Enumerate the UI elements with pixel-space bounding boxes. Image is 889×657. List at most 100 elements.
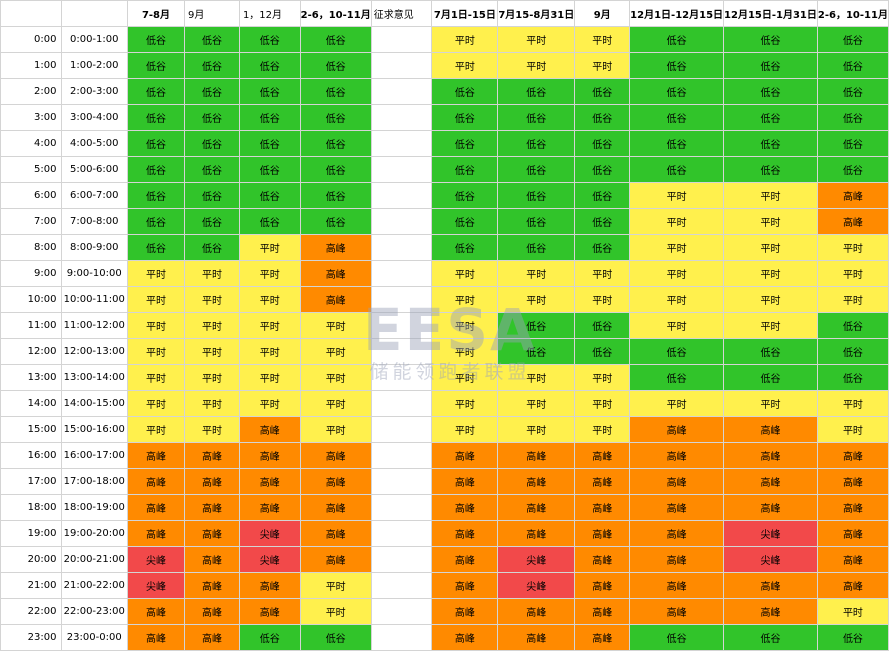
hour-cell: 17:00 <box>0 468 62 495</box>
period-cell-flat: 平时 <box>723 182 818 209</box>
separator-cell <box>370 624 433 651</box>
table-row: 18:00 18:00-19:00 高峰 高峰 高峰 高峰 高峰 高峰 高峰 高峰 高峰 高峰 <box>0 494 889 521</box>
period-cell-high: 高峰 <box>816 468 889 495</box>
period-cell-flat: 平时 <box>497 26 576 53</box>
column-header: 征求意见 <box>370 0 433 27</box>
period-cell-flat: 平时 <box>238 260 301 287</box>
hour-cell: 23:00 <box>0 624 62 651</box>
period-cell-low: 低谷 <box>497 78 576 105</box>
period-cell-high: 高峰 <box>184 624 240 651</box>
time-range-cell: 15:00-16:00 <box>60 416 128 443</box>
hour-cell: 15:00 <box>0 416 62 443</box>
period-cell-flat: 平时 <box>184 416 240 443</box>
hour-cell: 16:00 <box>0 442 62 469</box>
period-cell-low: 低谷 <box>629 338 725 365</box>
period-cell-low: 低谷 <box>299 130 372 157</box>
period-cell-peak: 尖峰 <box>238 546 301 573</box>
period-cell-low: 低谷 <box>431 78 499 105</box>
time-range-cell: 3:00-4:00 <box>60 104 128 131</box>
table-row: 5:00 5:00-6:00 低谷 低谷 低谷 低谷 低谷 低谷 低谷 低谷 低谷 低谷 <box>0 156 889 183</box>
period-cell-high: 高峰 <box>184 520 240 547</box>
period-cell-peak: 尖峰 <box>238 520 301 547</box>
period-cell-high: 高峰 <box>723 442 818 469</box>
period-cell-low: 低谷 <box>497 338 576 365</box>
period-cell-high: 高峰 <box>629 442 725 469</box>
period-cell-flat: 平时 <box>816 234 889 261</box>
period-cell-low: 低谷 <box>238 104 301 131</box>
table-row: 7:00 7:00-8:00 低谷 低谷 低谷 低谷 低谷 低谷 低谷 平时 平时 高峰 <box>0 208 889 235</box>
period-cell-low: 低谷 <box>574 78 631 105</box>
hour-cell: 4:00 <box>0 130 62 157</box>
period-cell-flat: 平时 <box>299 572 372 599</box>
period-cell-low: 低谷 <box>299 208 372 235</box>
period-cell-flat: 平时 <box>629 208 725 235</box>
period-cell-flat: 平时 <box>184 338 240 365</box>
table-row: 22:00 22:00-23:00 高峰 高峰 高峰 平时 高峰 高峰 高峰 高峰 高峰 平时 <box>0 598 889 625</box>
period-cell-peak: 尖峰 <box>126 546 186 573</box>
period-cell-flat: 平时 <box>574 26 631 53</box>
time-range-cell: 4:00-5:00 <box>60 130 128 157</box>
column-header: 7月15-8月31日 <box>497 0 576 27</box>
period-cell-low: 低谷 <box>238 52 301 79</box>
period-cell-high: 高峰 <box>816 520 889 547</box>
time-range-cell: 16:00-17:00 <box>60 442 128 469</box>
period-cell-low: 低谷 <box>723 624 818 651</box>
period-cell-high: 高峰 <box>299 442 372 469</box>
period-cell-low: 低谷 <box>126 130 186 157</box>
period-cell-low: 低谷 <box>723 364 818 391</box>
period-cell-high: 高峰 <box>574 442 631 469</box>
period-cell-flat: 平时 <box>184 260 240 287</box>
column-header: 12月15日-1月31日 <box>723 0 818 27</box>
table-row: 13:00 13:00-14:00 平时 平时 平时 平时 平时 平时 平时 低谷 低谷 低谷 <box>0 364 889 391</box>
separator-cell <box>370 26 433 53</box>
period-cell-low: 低谷 <box>629 78 725 105</box>
hour-cell: 1:00 <box>0 52 62 79</box>
period-cell-high: 高峰 <box>431 468 499 495</box>
period-cell-low: 低谷 <box>299 104 372 131</box>
period-cell-flat: 平时 <box>238 312 301 339</box>
period-cell-high: 高峰 <box>238 416 301 443</box>
time-range-cell: 6:00-7:00 <box>60 182 128 209</box>
period-cell-flat: 平时 <box>126 260 186 287</box>
period-cell-high: 高峰 <box>497 520 576 547</box>
period-cell-high: 高峰 <box>431 520 499 547</box>
table-row: 2:00 2:00-3:00 低谷 低谷 低谷 低谷 低谷 低谷 低谷 低谷 低谷 低谷 <box>0 78 889 105</box>
period-cell-flat: 平时 <box>184 364 240 391</box>
period-cell-high: 高峰 <box>816 546 889 573</box>
period-cell-flat: 平时 <box>629 182 725 209</box>
period-cell-low: 低谷 <box>497 130 576 157</box>
table-row: 23:00 23:00-0:00 高峰 高峰 低谷 低谷 高峰 高峰 高峰 低谷 低谷 低谷 <box>0 624 889 651</box>
period-cell-high: 高峰 <box>816 442 889 469</box>
period-cell-high: 高峰 <box>629 520 725 547</box>
period-cell-flat: 平时 <box>574 260 631 287</box>
column-header: 9月 <box>574 0 631 27</box>
period-cell-high: 高峰 <box>299 494 372 521</box>
period-cell-low: 低谷 <box>723 78 818 105</box>
period-cell-high: 高峰 <box>126 468 186 495</box>
separator-cell <box>370 78 433 105</box>
hour-cell: 21:00 <box>0 572 62 599</box>
period-cell-high: 高峰 <box>431 598 499 625</box>
period-cell-low: 低谷 <box>126 104 186 131</box>
table-body: 0:00 0:00-1:00 低谷 低谷 低谷 低谷 平时 平时 平时 低谷 低谷 低谷 1:00 1:0… <box>0 26 889 651</box>
period-cell-high: 高峰 <box>723 468 818 495</box>
period-cell-high: 高峰 <box>184 468 240 495</box>
period-cell-low: 低谷 <box>816 364 889 391</box>
period-cell-flat: 平时 <box>238 286 301 313</box>
period-cell-flat: 平时 <box>299 598 372 625</box>
hour-cell: 3:00 <box>0 104 62 131</box>
period-cell-flat: 平时 <box>431 286 499 313</box>
period-cell-low: 低谷 <box>574 234 631 261</box>
period-cell-flat: 平时 <box>126 416 186 443</box>
period-cell-flat: 平时 <box>299 338 372 365</box>
separator-cell <box>370 234 433 261</box>
table-row: 20:00 20:00-21:00 尖峰 高峰 尖峰 高峰 高峰 尖峰 高峰 高峰 尖峰 高峰 <box>0 546 889 573</box>
period-cell-flat: 平时 <box>816 260 889 287</box>
time-range-cell: 5:00-6:00 <box>60 156 128 183</box>
time-range-cell: 14:00-15:00 <box>60 390 128 417</box>
period-cell-high: 高峰 <box>629 572 725 599</box>
period-cell-flat: 平时 <box>574 390 631 417</box>
period-cell-peak: 尖峰 <box>497 546 576 573</box>
period-cell-low: 低谷 <box>723 130 818 157</box>
period-cell-low: 低谷 <box>723 104 818 131</box>
